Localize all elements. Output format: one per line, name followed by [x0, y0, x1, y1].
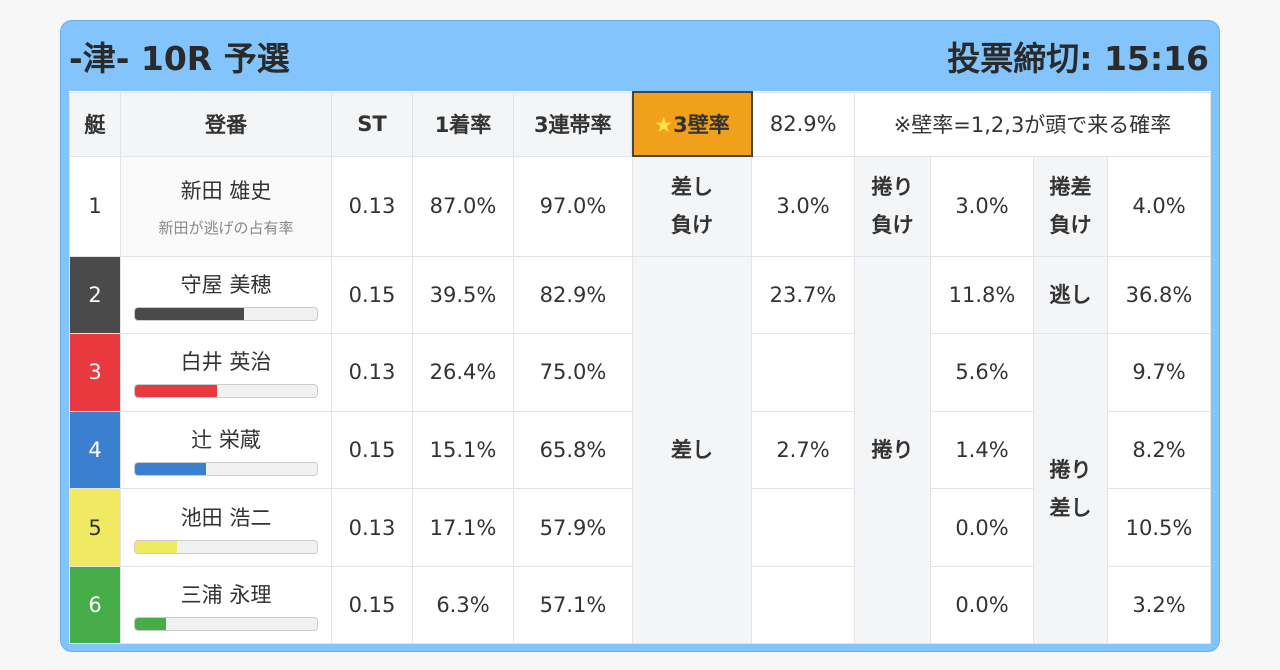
boat-number: 2: [69, 255, 121, 335]
st: 0.15: [331, 410, 413, 490]
st: 0.13: [331, 488, 413, 567]
wall-note: ※壁率=1,2,3が頭で来る確率: [854, 91, 1211, 157]
racer-bar: [134, 461, 318, 476]
racer-cell: 辻 栄蔵: [120, 410, 332, 490]
racer-bar-fill: [135, 540, 177, 553]
nige-label: 逃し: [1033, 255, 1108, 335]
makuri-value: 0.0%: [930, 565, 1034, 645]
sashi-make-value: 3.0%: [751, 155, 855, 257]
racer-note: 新田が逃げの占有率: [158, 218, 294, 237]
nige-makurisashi-value: 10.5%: [1107, 488, 1211, 567]
table-row: 2 守屋 美穂 0.15 39.5% 82.9% 差し 23.7% 捲り 11.8% 逃し…: [69, 255, 1211, 645]
sashi-make-label: 差し 負け: [632, 155, 752, 257]
st: 0.13: [331, 155, 413, 257]
col-name: 登番: [120, 91, 332, 157]
sashi-value: [751, 488, 855, 567]
makuri-value: 5.6%: [930, 333, 1034, 412]
racer-bar-fill: [135, 385, 217, 398]
table-row: 5 池田 浩二 0.13 17.1% 57.9% 0.0% 10.5%: [69, 488, 1211, 567]
st: 0.15: [331, 565, 413, 645]
makurisashi-label: 捲り 差し: [1033, 333, 1108, 645]
makurisashi-make-value: 4.0%: [1107, 155, 1211, 257]
col-win: 1着率: [412, 91, 514, 157]
sashi-label: 差し: [632, 255, 752, 645]
racer-name: 新田 雄史: [180, 178, 272, 203]
win-rate: 6.3%: [412, 565, 514, 645]
racer-name: 池田 浩二: [180, 505, 272, 530]
racer-bar-fill: [135, 462, 206, 475]
st: 0.13: [331, 333, 413, 412]
wall-rate-button[interactable]: ★3壁率: [631, 91, 753, 157]
racer-name: 白井 英治: [180, 350, 272, 375]
col-boat: 艇: [69, 91, 121, 157]
sashi-value: [751, 333, 855, 412]
race-table: 艇 登番 ST 1着率 3連帯率 ★3壁率 82.9% ※壁率=1,2,3が頭で…: [69, 91, 1211, 645]
table-row: 3 白井 英治 0.13 26.4% 75.0% 5.6% 捲り 差し 9.7%: [69, 333, 1211, 645]
boat-number: 6: [69, 565, 121, 645]
star-icon: ★: [654, 113, 674, 137]
sashi-value: 23.7%: [751, 255, 855, 335]
makurisashi-make-label: 捲差 負け: [1033, 155, 1108, 257]
racer-bar: [134, 617, 318, 632]
table-row: 6 三浦 永理 0.15 6.3% 57.1% 0.0% 3.2%: [69, 565, 1211, 645]
wall-value: 82.9%: [751, 91, 855, 157]
top3-rate: 57.9%: [513, 488, 633, 567]
boat-number: 1: [69, 155, 121, 257]
racer-name: 辻 栄蔵: [191, 427, 261, 452]
win-rate: 87.0%: [412, 155, 514, 257]
top3-rate: 75.0%: [513, 333, 633, 412]
racer-bar-fill: [135, 618, 166, 631]
makuri-value: 0.0%: [930, 488, 1034, 567]
makuri-value: 11.8%: [930, 255, 1034, 335]
sashi-value: 2.7%: [751, 410, 855, 490]
race-title: -津- 10R 予選: [69, 39, 290, 78]
table-row: 1 新田 雄史新田が逃げの占有率 0.13 87.0% 97.0% 差し 負け 3…: [69, 155, 1211, 257]
st: 0.15: [331, 255, 413, 335]
win-rate: 26.4%: [412, 333, 514, 412]
win-rate: 17.1%: [412, 488, 514, 567]
racer-bar: [134, 539, 318, 554]
racer-cell: 白井 英治: [120, 333, 332, 412]
makuri-label: 捲り: [854, 255, 931, 645]
boat-number: 5: [69, 488, 121, 567]
racer-cell: 池田 浩二: [120, 488, 332, 567]
win-rate: 15.1%: [412, 410, 514, 490]
makuri-make-label: 捲り 負け: [854, 155, 931, 257]
racer-bar: [134, 384, 318, 399]
top3-rate: 82.9%: [513, 255, 633, 335]
header-row: 艇 登番 ST 1着率 3連帯率 ★3壁率 82.9% ※壁率=1,2,3が頭で…: [69, 91, 1211, 157]
deadline: 投票締切: 15:16: [947, 39, 1209, 78]
top3-rate: 97.0%: [513, 155, 633, 257]
racer-cell: 三浦 永理: [120, 565, 332, 645]
sashi-value: [751, 565, 855, 645]
col-st: ST: [331, 91, 413, 157]
racer-cell: 守屋 美穂: [120, 255, 332, 335]
col-top3: 3連帯率: [513, 91, 633, 157]
nige-makurisashi-value: 8.2%: [1107, 410, 1211, 490]
top3-rate: 57.1%: [513, 565, 633, 645]
makuri-make-value: 3.0%: [930, 155, 1034, 257]
boat-number: 4: [69, 410, 121, 490]
top3-rate: 65.8%: [513, 410, 633, 490]
racer-bar: [134, 306, 318, 321]
racer-bar-fill: [135, 307, 245, 320]
race-header: -津- 10R 予選 投票締切: 15:16: [61, 21, 1219, 91]
nige-makurisashi-value: 3.2%: [1107, 565, 1211, 645]
makuri-value: 1.4%: [930, 410, 1034, 490]
win-rate: 39.5%: [412, 255, 514, 335]
race-card: -津- 10R 予選 投票締切: 15:16 艇 登番 ST 1着率 3連帯率 …: [60, 20, 1220, 652]
racer-cell: 新田 雄史新田が逃げの占有率: [120, 155, 332, 257]
nige-makurisashi-value: 36.8%: [1107, 255, 1211, 335]
racer-name: 三浦 永理: [180, 583, 272, 608]
boat-number: 3: [69, 333, 121, 412]
table-row: 4 辻 栄蔵 0.15 15.1% 65.8% 2.7% 1.4% 8.2%: [69, 410, 1211, 490]
nige-makurisashi-value: 9.7%: [1107, 333, 1211, 412]
racer-name: 守屋 美穂: [180, 272, 272, 297]
